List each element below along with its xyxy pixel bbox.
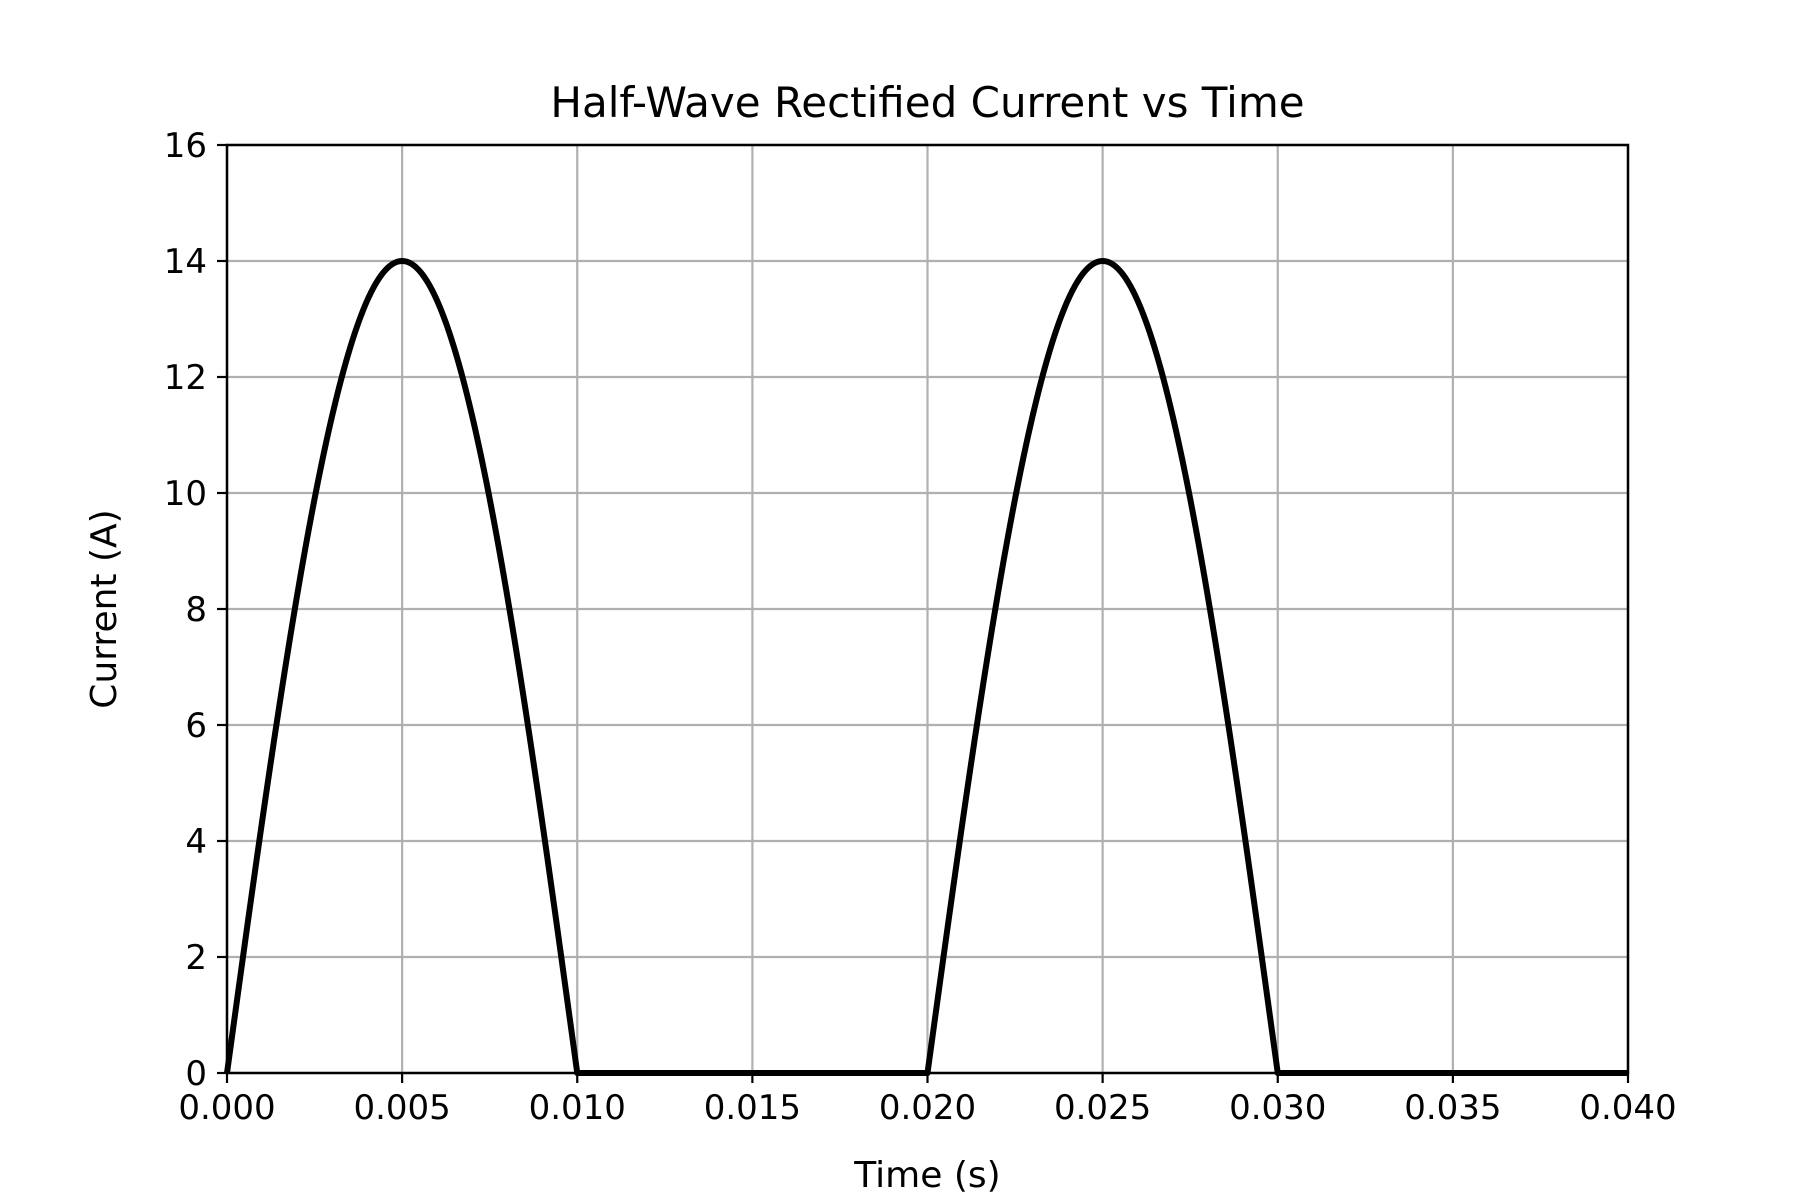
y-tick-label: 8: [185, 590, 207, 630]
y-axis-label: Current (A): [84, 509, 125, 708]
x-axis-ticks: 0.000 0.005 0.010 0.015 0.020 0.025 0.030 0.035…: [178, 1073, 1677, 1128]
x-tick-label: 0.025: [1054, 1088, 1151, 1128]
x-axis-label: Time (s): [853, 1155, 1000, 1196]
x-tick-label: 0.005: [353, 1088, 450, 1128]
x-tick-label: 0.020: [879, 1088, 976, 1128]
y-tick-label: 16: [164, 126, 207, 166]
y-axis-ticks: 0 2 4 6 8 10 12 14 16: [164, 126, 227, 1094]
x-tick-label: 0.040: [1579, 1088, 1676, 1128]
x-tick-label: 0.010: [529, 1088, 626, 1128]
x-tick-label: 0.000: [178, 1088, 275, 1128]
y-tick-label: 10: [164, 474, 207, 514]
y-tick-label: 14: [164, 242, 207, 282]
y-tick-label: 6: [185, 706, 207, 746]
y-tick-label: 2: [185, 938, 207, 978]
x-tick-label: 0.035: [1404, 1088, 1501, 1128]
x-tick-label: 0.015: [704, 1088, 801, 1128]
x-tick-label: 0.030: [1229, 1088, 1326, 1128]
chart-title: Half-Wave Rectified Current vs Time: [550, 78, 1304, 127]
y-tick-label: 0: [185, 1054, 207, 1094]
y-tick-label: 12: [164, 358, 207, 398]
y-tick-label: 4: [185, 822, 207, 862]
